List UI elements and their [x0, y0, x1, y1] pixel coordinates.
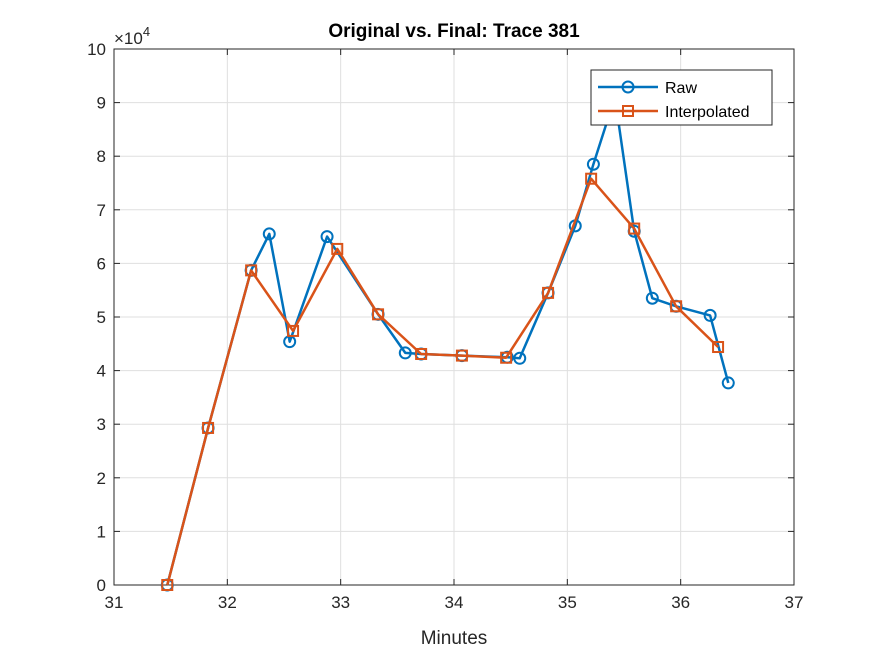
x-tick-label: 37 [785, 593, 804, 612]
legend-interpolated-marker [622, 105, 634, 117]
x-axis-label: Minutes [421, 628, 488, 649]
y-tick-label: 3 [97, 415, 106, 434]
series-interpolated [161, 172, 725, 591]
data-point [398, 346, 412, 360]
data-point [202, 421, 215, 434]
data-point [542, 286, 555, 299]
data-point [712, 341, 725, 354]
y-tick-label: 2 [97, 469, 106, 488]
x-tick-label: 34 [445, 593, 464, 612]
x-tick-label: 36 [671, 593, 690, 612]
series-layer [160, 90, 735, 592]
data-point [245, 264, 258, 277]
data-point [331, 242, 344, 255]
y-tick-label: 6 [97, 254, 106, 273]
y-tick-label: 1 [97, 522, 106, 541]
data-point [415, 347, 428, 360]
y-tick-label: 7 [97, 201, 106, 220]
y-exponent-label: ×104 [114, 24, 150, 48]
data-point [645, 291, 659, 305]
data-point [262, 227, 276, 241]
legend-box [590, 69, 773, 126]
y-tick-label: 0 [97, 576, 106, 595]
y-tick-label: 5 [97, 308, 106, 327]
x-tick-label: 35 [558, 593, 577, 612]
legend-raw-marker [621, 80, 635, 94]
data-point [628, 222, 641, 235]
data-point [585, 172, 598, 185]
data-point [500, 351, 513, 364]
x-tick-label: 31 [105, 593, 124, 612]
data-point [372, 308, 385, 321]
y-tick-label: 8 [97, 147, 106, 166]
legend-interpolated-label: Interpolated [665, 104, 750, 121]
data-point [513, 351, 527, 365]
chart-title: Original vs. Final: Trace 381 [328, 21, 580, 42]
legend: Raw Interpolated [590, 69, 773, 126]
data-point [721, 376, 735, 390]
data-point [670, 300, 683, 313]
data-point [586, 157, 600, 171]
x-tick-label: 32 [218, 593, 237, 612]
y-tick-label: 4 [97, 362, 106, 381]
series-line [166, 177, 719, 586]
x-tick-label: 33 [331, 593, 350, 612]
data-point [455, 349, 468, 362]
data-point [161, 579, 174, 591]
data-point [320, 230, 334, 244]
y-tick-label: 9 [97, 94, 106, 113]
y-tick-label: 10 [87, 40, 106, 59]
y-exponent-base: ×10 [114, 29, 143, 48]
data-point [287, 324, 300, 337]
legend-raw-label: Raw [665, 80, 697, 97]
data-point [703, 308, 717, 322]
y-exponent-power: 4 [143, 24, 150, 39]
